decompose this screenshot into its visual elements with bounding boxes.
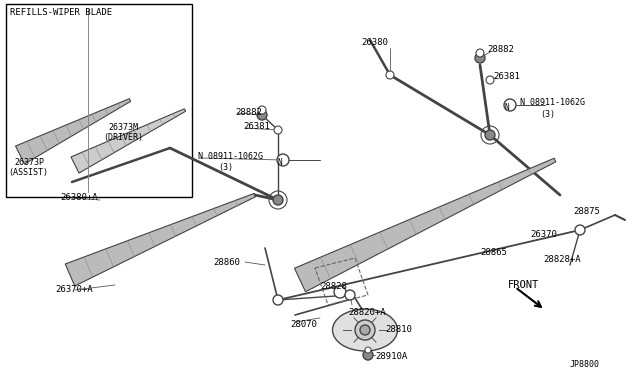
Text: 26373M: 26373M xyxy=(108,123,138,132)
Circle shape xyxy=(258,106,266,114)
Text: 26380: 26380 xyxy=(362,38,388,47)
Bar xyxy=(6,4,192,197)
Text: 28860: 28860 xyxy=(213,258,240,267)
Polygon shape xyxy=(294,158,556,292)
Text: 28828+A: 28828+A xyxy=(543,255,580,264)
Circle shape xyxy=(355,320,375,340)
Circle shape xyxy=(274,126,282,134)
Text: FRONT: FRONT xyxy=(508,280,540,290)
Text: 28882: 28882 xyxy=(487,45,514,54)
Text: N 08911-1062G: N 08911-1062G xyxy=(520,98,585,107)
Text: (ASSIST): (ASSIST) xyxy=(8,168,48,177)
Text: N: N xyxy=(505,103,509,112)
Circle shape xyxy=(575,225,585,235)
Circle shape xyxy=(365,347,371,353)
Circle shape xyxy=(277,154,289,166)
Text: 28882: 28882 xyxy=(235,108,262,117)
Text: N 08911-1062G: N 08911-1062G xyxy=(198,152,263,161)
Text: (DRIVER): (DRIVER) xyxy=(103,133,143,142)
Circle shape xyxy=(273,295,283,305)
Text: 28910A: 28910A xyxy=(375,352,407,361)
Text: (3): (3) xyxy=(218,163,233,172)
Circle shape xyxy=(476,49,484,57)
Text: 28828: 28828 xyxy=(320,282,347,291)
Text: 26373P: 26373P xyxy=(14,158,44,167)
Text: 28070: 28070 xyxy=(290,320,317,329)
Circle shape xyxy=(386,71,394,79)
Text: 28820+A: 28820+A xyxy=(348,308,386,317)
Circle shape xyxy=(363,350,373,360)
Polygon shape xyxy=(65,193,256,286)
Text: (3): (3) xyxy=(540,110,555,119)
Circle shape xyxy=(273,195,283,205)
Circle shape xyxy=(475,53,485,63)
Text: 28810: 28810 xyxy=(385,325,412,334)
Text: 26381: 26381 xyxy=(243,122,270,131)
Text: 26380+A: 26380+A xyxy=(60,193,98,202)
Text: 28865: 28865 xyxy=(480,248,507,257)
Circle shape xyxy=(504,99,516,111)
Polygon shape xyxy=(15,99,131,164)
Text: REFILLS-WIPER BLADE: REFILLS-WIPER BLADE xyxy=(10,8,113,17)
Text: N: N xyxy=(278,158,283,167)
Text: 26370: 26370 xyxy=(530,230,557,239)
Circle shape xyxy=(486,76,494,84)
Circle shape xyxy=(485,130,495,140)
Text: 26370+A: 26370+A xyxy=(55,285,93,294)
Text: 26381: 26381 xyxy=(493,72,520,81)
Text: 28875: 28875 xyxy=(573,207,600,216)
Circle shape xyxy=(334,286,346,298)
Polygon shape xyxy=(71,109,186,173)
Circle shape xyxy=(345,290,355,300)
Text: JP8800: JP8800 xyxy=(570,360,600,369)
Circle shape xyxy=(360,325,370,335)
Circle shape xyxy=(257,110,267,120)
Ellipse shape xyxy=(333,309,397,351)
